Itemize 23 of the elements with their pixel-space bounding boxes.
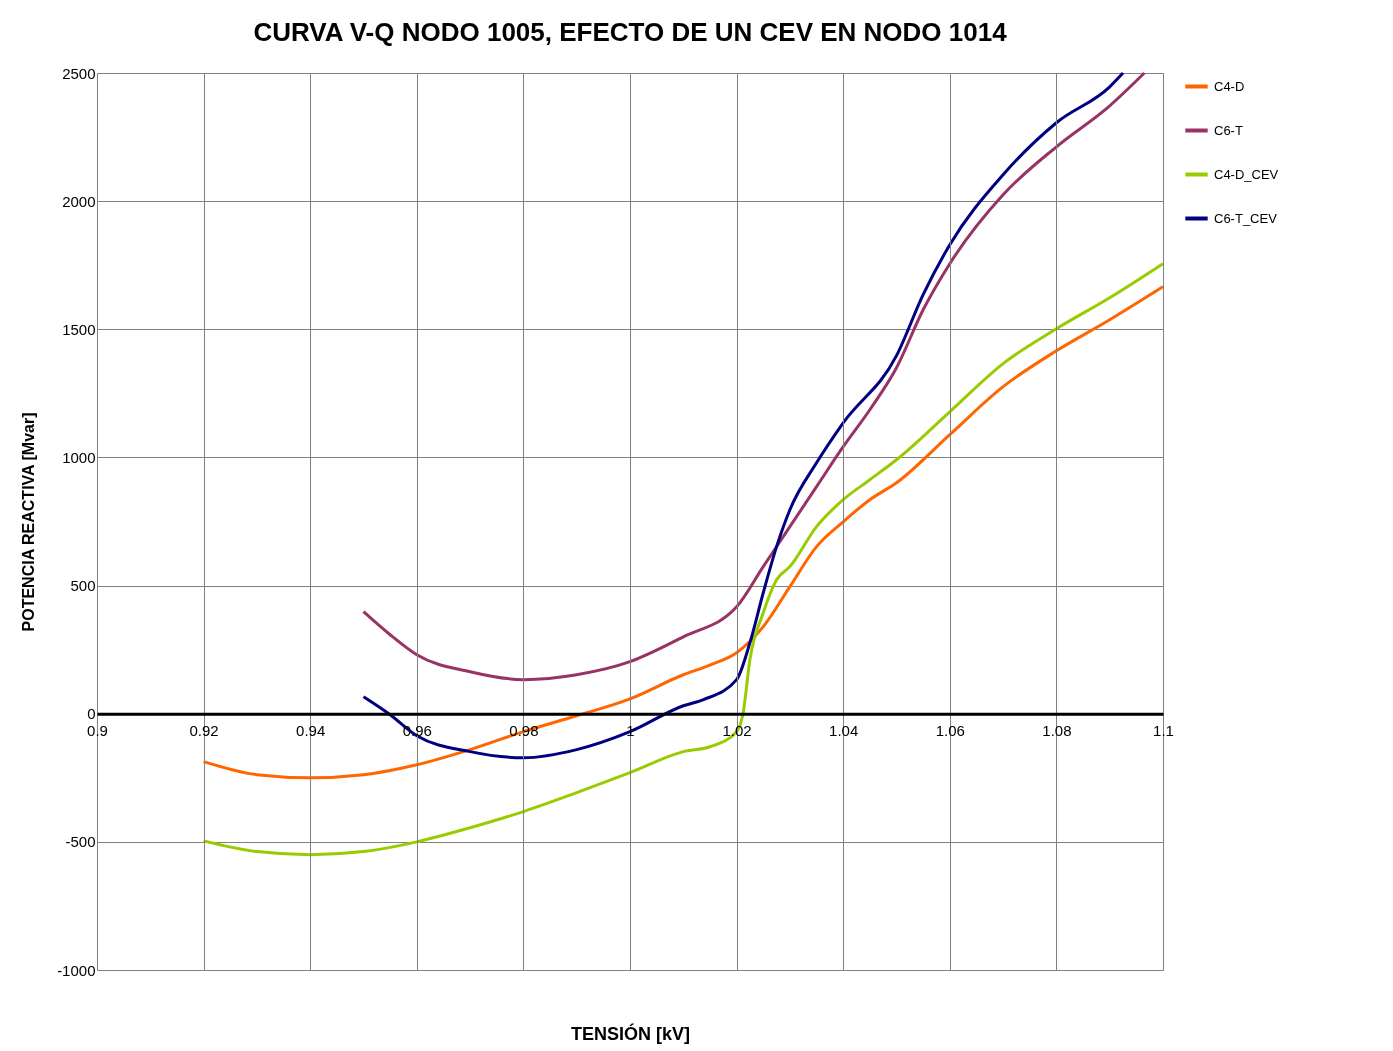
y-tick-label: 1000	[62, 448, 96, 466]
y-tick-label: -1000	[57, 961, 96, 979]
y-tick-label: 1500	[62, 320, 96, 338]
x-tick-label: 1.1	[1153, 722, 1174, 740]
x-tick-label: 1.06	[935, 722, 965, 740]
legend-label: C4-D	[1214, 78, 1245, 94]
x-tick-label: 1.08	[1042, 722, 1072, 740]
y-tick-label: 2000	[62, 192, 96, 210]
x-tick-label: 0.94	[296, 722, 326, 740]
x-tick-label: 0.92	[189, 722, 219, 740]
y-tick-label: 2500	[62, 64, 96, 82]
legend-label: C6-T_CEV	[1214, 210, 1278, 226]
legend-label: C6-T	[1214, 122, 1243, 138]
chart-title: CURVA V-Q NODO 1005, EFECTO DE UN CEV EN NODO 1014	[253, 17, 1008, 47]
x-tick-label: 0.9	[87, 722, 108, 740]
x-tick-label: 1.04	[829, 722, 859, 740]
y-tick-label: 0	[87, 705, 96, 723]
y-tick-label: -500	[65, 833, 96, 851]
x-tick-label: 1	[626, 722, 635, 740]
y-axis-title: POTENCIA REACTIVA [Mvar]	[20, 412, 38, 632]
x-axis-title: TENSIÓN [kV]	[570, 1022, 691, 1044]
y-tick-label: 500	[70, 577, 96, 595]
legend-label: C4-D_CEV	[1214, 166, 1279, 182]
